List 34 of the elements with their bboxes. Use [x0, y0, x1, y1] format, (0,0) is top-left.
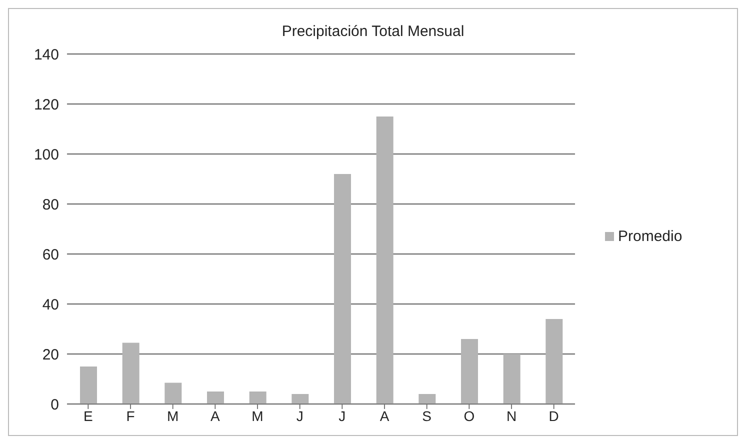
bar	[376, 116, 394, 404]
bar	[249, 392, 266, 404]
x-tick-label: M	[252, 408, 264, 424]
x-tick-label: A	[380, 408, 390, 424]
y-tick-label: 120	[34, 96, 59, 114]
y-tick-label: 0	[50, 396, 59, 414]
y-tick-label: 60	[42, 246, 59, 264]
y-tick-label: 20	[42, 346, 59, 364]
bar	[80, 366, 97, 404]
x-tick-label: S	[422, 408, 432, 424]
x-tick-label: O	[464, 408, 475, 424]
x-tick-label: J	[296, 408, 304, 424]
x-tick-label: D	[548, 408, 559, 424]
bar	[164, 382, 182, 404]
x-tick-label: J	[338, 408, 346, 424]
bar	[292, 394, 309, 404]
bar	[546, 319, 563, 404]
y-tick-label: 40	[42, 296, 59, 314]
bar	[418, 394, 436, 404]
x-tick-label: E	[83, 408, 93, 424]
y-tick-label: 80	[42, 196, 59, 214]
x-tick-label: M	[166, 408, 179, 424]
bar	[461, 339, 478, 404]
bar	[122, 342, 140, 404]
bar	[503, 354, 520, 404]
legend-label: Promedio	[618, 228, 682, 245]
chart-title: Precipitación Total Mensual	[280, 23, 466, 40]
bar	[207, 392, 224, 404]
x-tick-label: A	[210, 408, 220, 424]
y-tick-label: 100	[34, 146, 59, 164]
y-tick-label: 140	[34, 46, 59, 64]
bar	[334, 174, 351, 404]
x-tick-label: N	[506, 408, 517, 424]
x-tick-label: F	[126, 408, 135, 424]
